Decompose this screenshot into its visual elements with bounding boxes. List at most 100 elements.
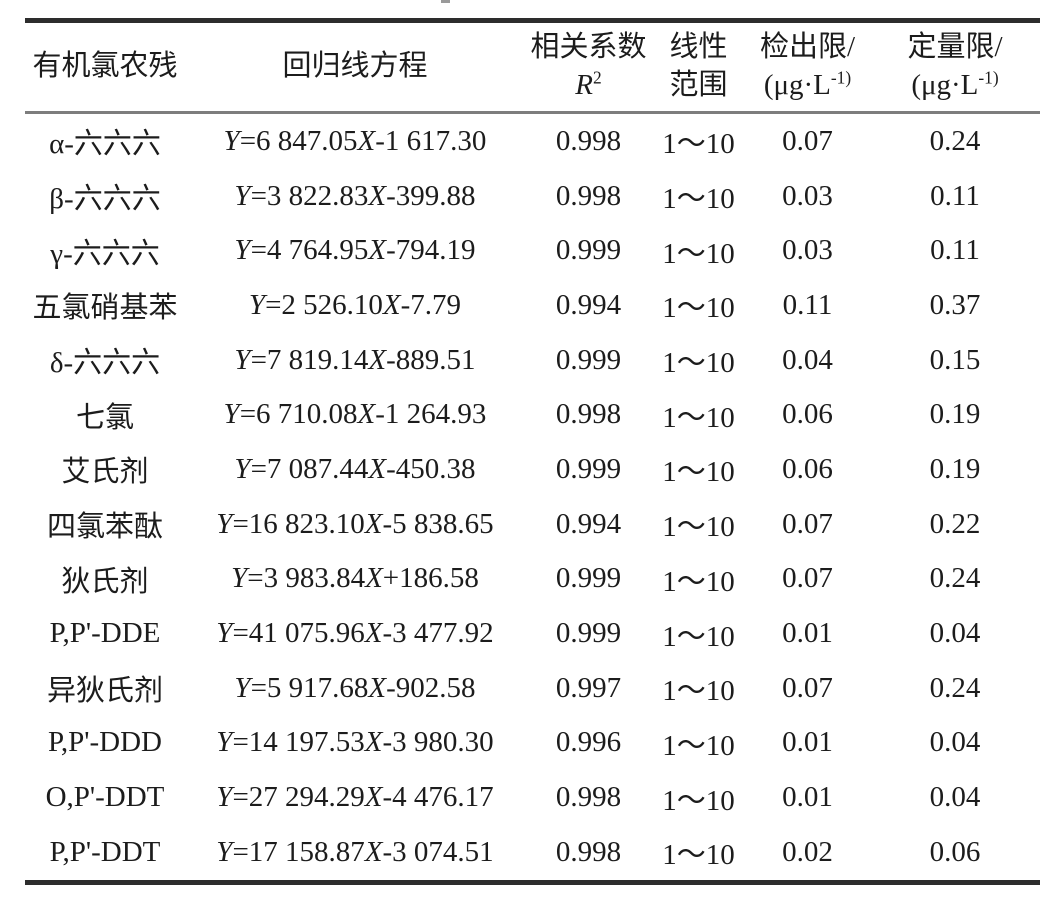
pesticide-name: 五氯硝基苯 bbox=[32, 292, 178, 325]
table-row: P,P'-DDE Y=41 075.96X-3 477.92 0.999 1～1… bbox=[25, 606, 1040, 661]
r-squared-cell: 0.998 bbox=[555, 781, 622, 814]
col-header-pesticide: 有机氯农残 bbox=[25, 20, 185, 114]
linear-range-cell: 1～10 bbox=[662, 511, 735, 544]
equation-intercept: -3 477.92 bbox=[382, 617, 494, 650]
lod-cell: 0.07 bbox=[782, 124, 833, 157]
linear-range-cell: 1～10 bbox=[662, 839, 735, 872]
table-row: α-六六六 Y=6 847.05X-1 617.30 0.998 1～10 0.… bbox=[25, 113, 1040, 169]
equation-intercept: -3 074.51 bbox=[382, 835, 494, 868]
y-symbol: Y bbox=[234, 671, 251, 704]
y-symbol: Y bbox=[216, 835, 233, 868]
equals-sign: = bbox=[247, 562, 264, 595]
regression-equation-cell: Y=6 710.08X-1 264.93 bbox=[185, 387, 525, 442]
pesticide-name: γ-六六六 bbox=[50, 237, 160, 270]
equals-sign: = bbox=[250, 179, 267, 212]
equation-slope: 7 819.14 bbox=[266, 343, 369, 376]
equation-intercept: -794.19 bbox=[386, 234, 476, 267]
equals-sign: = bbox=[250, 671, 267, 704]
regression-equation-cell: Y=3 983.84X+186.58 bbox=[185, 552, 525, 607]
header-correlation-label: 相关系数 bbox=[530, 31, 647, 64]
pesticide-name: 四氯苯酞 bbox=[46, 511, 163, 544]
r-squared-cell: 0.998 bbox=[555, 179, 622, 212]
equation-intercept: -889.51 bbox=[386, 343, 476, 376]
equation-intercept: -3 980.30 bbox=[382, 726, 494, 759]
header-pesticide-label: 有机氯农残 bbox=[32, 50, 178, 83]
pesticide-name-cell: P,P'-DDE bbox=[25, 606, 185, 661]
pesticide-name: P,P'-DDT bbox=[49, 835, 161, 868]
equation-intercept: -399.88 bbox=[386, 179, 476, 212]
equals-sign: = bbox=[239, 398, 257, 431]
regression-equation-cell: Y=3 822.83X-399.88 bbox=[185, 169, 525, 224]
regression-equation-cell: Y=41 075.96X-3 477.92 bbox=[185, 606, 525, 661]
lod-cell: 0.01 bbox=[782, 781, 833, 814]
x-symbol: X bbox=[368, 671, 387, 704]
equals-sign: = bbox=[232, 781, 249, 814]
pesticide-name: α-六六六 bbox=[49, 128, 161, 161]
loq-cell: 0.15 bbox=[929, 343, 981, 376]
loq-cell: 0.11 bbox=[930, 234, 980, 267]
pesticide-name-cell: β-六六六 bbox=[25, 169, 185, 224]
linear-range-cell: 1～10 bbox=[662, 292, 735, 325]
linear-range-cell: 1～10 bbox=[662, 456, 735, 489]
equation-slope: 3 983.84 bbox=[263, 562, 366, 595]
y-symbol: Y bbox=[216, 507, 233, 540]
y-symbol: Y bbox=[234, 452, 251, 485]
lod-cell: 0.07 bbox=[782, 507, 833, 540]
pesticide-name: P,P'-DDD bbox=[47, 726, 162, 759]
equation-intercept: -902.58 bbox=[386, 671, 476, 704]
regression-equation-cell: Y=7 819.14X-889.51 bbox=[185, 333, 525, 388]
x-symbol: X bbox=[357, 398, 376, 431]
r-squared-cell: 0.999 bbox=[555, 452, 622, 485]
header-loq-label: 定量限/ bbox=[907, 31, 1003, 64]
equals-sign: = bbox=[265, 288, 282, 321]
y-symbol: Y bbox=[234, 179, 251, 212]
regression-equation-cell: Y=17 158.87X-3 074.51 bbox=[185, 825, 525, 882]
equation-slope: 27 294.29 bbox=[248, 781, 365, 814]
header-lod-unit: (μg·L bbox=[763, 69, 831, 101]
equation-slope: 17 158.87 bbox=[248, 835, 365, 868]
lod-cell: 0.06 bbox=[782, 398, 833, 431]
r-squared-cell: 0.998 bbox=[555, 124, 622, 157]
col-header-equation: 回归线方程 bbox=[185, 20, 525, 114]
table-row: δ-六六六 Y=7 819.14X-889.51 0.999 1～10 0.04… bbox=[25, 333, 1040, 388]
scan-artifact bbox=[441, 0, 450, 3]
header-loq-unit-sup: -1) bbox=[978, 67, 999, 88]
lod-cell: 0.07 bbox=[782, 671, 833, 704]
header-loq-unit: (μg·L bbox=[911, 69, 979, 101]
header-lod-label: 检出限/ bbox=[759, 31, 856, 64]
pesticide-name-cell: 艾氏剂 bbox=[25, 442, 185, 497]
linear-range-cell: 1～10 bbox=[662, 128, 735, 161]
calibration-table: 有机氯农残 回归线方程 相关系数 R2 线性 范围 检出限/ (μg·L-1) bbox=[25, 18, 1040, 885]
equation-slope: 2 526.10 bbox=[281, 288, 383, 321]
header-linear-label-line2: 范围 bbox=[669, 69, 728, 101]
y-symbol: Y bbox=[231, 562, 248, 595]
x-symbol: X bbox=[368, 452, 387, 485]
pesticide-name-cell: γ-六六六 bbox=[25, 223, 185, 278]
table-body: α-六六六 Y=6 847.05X-1 617.30 0.998 1～10 0.… bbox=[25, 113, 1040, 883]
r-squared-cell: 0.994 bbox=[555, 288, 622, 321]
equation-slope: 41 075.96 bbox=[248, 617, 365, 650]
lod-cell: 0.02 bbox=[782, 835, 833, 868]
col-header-loq: 定量限/ (μg·L-1) bbox=[870, 20, 1040, 114]
loq-cell: 0.04 bbox=[929, 781, 981, 814]
equation-intercept: -450.38 bbox=[386, 452, 476, 485]
equation-slope: 4 764.95 bbox=[266, 234, 369, 267]
col-header-correlation: 相关系数 R2 bbox=[525, 20, 652, 114]
pesticide-name-cell: P,P'-DDT bbox=[25, 825, 185, 882]
linear-range-cell: 1～10 bbox=[662, 620, 735, 653]
loq-cell: 0.19 bbox=[929, 398, 981, 431]
x-symbol: X bbox=[364, 507, 383, 540]
linear-range-cell: 1～10 bbox=[662, 565, 735, 598]
pesticide-name-cell: 五氯硝基苯 bbox=[25, 278, 185, 333]
table-row: γ-六六六 Y=4 764.95X-794.19 0.999 1～10 0.03… bbox=[25, 223, 1040, 278]
equals-sign: = bbox=[239, 124, 257, 157]
y-symbol: Y bbox=[216, 781, 233, 814]
y-symbol: Y bbox=[248, 288, 266, 321]
table-row: 异狄氏剂 Y=5 917.68X-902.58 0.997 1～10 0.07 … bbox=[25, 661, 1040, 716]
lod-cell: 0.11 bbox=[782, 288, 833, 321]
x-symbol: X bbox=[368, 234, 387, 267]
loq-cell: 0.37 bbox=[929, 288, 981, 321]
regression-equation-cell: Y=27 294.29X-4 476.17 bbox=[185, 770, 525, 825]
r-squared-cell: 0.999 bbox=[555, 343, 622, 376]
r-squared-cell: 0.998 bbox=[555, 835, 622, 868]
